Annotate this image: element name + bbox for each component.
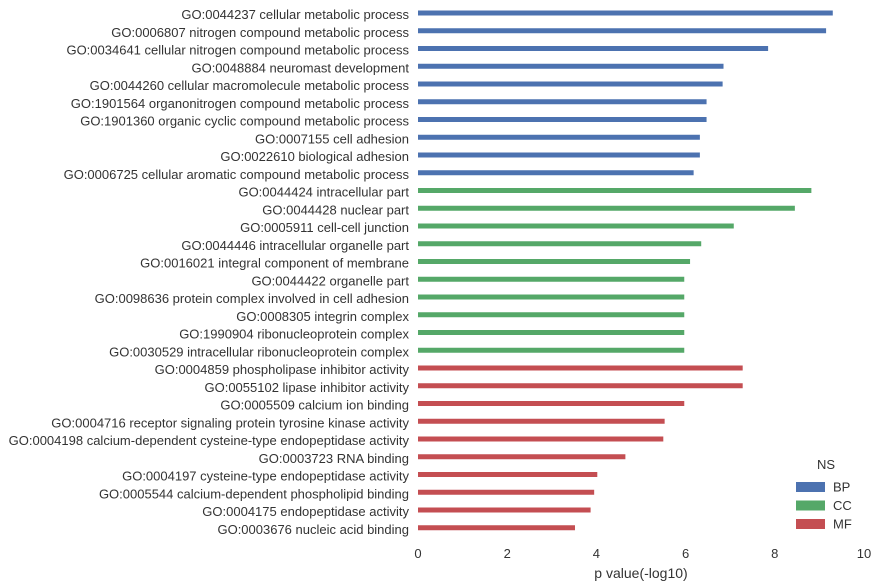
category-labels: GO:0044237 cellular metabolic process GO:…: [9, 7, 410, 537]
category-label: GO:0007155 cell adhesion: [255, 131, 409, 146]
bars: [418, 10, 833, 531]
category-label: GO:0008305 integrin complex: [236, 309, 409, 324]
bar-bp: [418, 28, 827, 34]
legend-swatch-mf: [796, 519, 825, 529]
category-label: GO:0005509 calcium ion binding: [220, 398, 409, 413]
bar-mf: [418, 507, 591, 513]
bar-mf: [418, 525, 575, 531]
category-label: GO:0006807 nitrogen compound metabolic p…: [111, 25, 409, 40]
category-label: GO:0044237 cellular metabolic process: [181, 7, 409, 22]
bar-mf: [418, 383, 743, 389]
x-tick-label: 10: [857, 546, 871, 561]
bar-bp: [418, 117, 707, 122]
bar-bp: [418, 170, 694, 176]
x-axis-label: p value(-log10): [594, 565, 687, 581]
category-label: GO:0044260 cellular macromolecule metabo…: [90, 78, 410, 93]
x-tick-label: 8: [771, 546, 778, 561]
x-tick-label: 4: [593, 546, 600, 561]
bar-cc: [418, 188, 812, 193]
x-tick-label: 0: [414, 546, 421, 561]
bar-mf: [418, 436, 664, 442]
bar-cc: [418, 294, 685, 300]
category-label: GO:1901564 organonitrogen compound metab…: [71, 96, 410, 111]
category-label: GO:0004716 receptor signaling protein ty…: [51, 415, 409, 430]
x-tick-label: 6: [682, 546, 689, 561]
x-tick-label: 2: [504, 546, 511, 561]
legend: NS BP CC MF: [796, 457, 852, 532]
category-label: GO:0030529 intracellular ribonucleoprote…: [109, 344, 409, 359]
category-label: GO:0016021 integral component of membran…: [140, 256, 409, 271]
category-label: GO:0044424 intracellular part: [238, 185, 409, 200]
legend-label-cc: CC: [833, 498, 852, 513]
legend-label-mf: MF: [833, 517, 852, 532]
category-label: GO:1990904 ribonucleoprotein complex: [179, 327, 409, 342]
bar-cc: [418, 276, 685, 282]
bar-bp: [418, 99, 707, 105]
bar-mf: [418, 489, 595, 495]
category-label: GO:0003723 RNA binding: [259, 451, 409, 466]
category-label: GO:0004859 phospholipase inhibitor activ…: [155, 362, 410, 377]
bar-mf: [418, 418, 665, 424]
bar-mf: [418, 401, 685, 406]
bar-mf: [418, 472, 598, 477]
bar-cc: [418, 312, 685, 318]
category-label: GO:1901360 organic cyclic compound metab…: [80, 114, 409, 129]
bar-bp: [418, 152, 700, 158]
category-label: GO:0044446 intracellular organelle part: [181, 238, 409, 253]
category-label: GO:0005911 cell-cell junction: [240, 220, 409, 235]
category-label: GO:0098636 protein complex involved in c…: [95, 291, 409, 306]
category-label: GO:0048884 neuromast development: [191, 60, 409, 75]
bar-mf: [418, 454, 626, 460]
category-label: GO:0022610 biological adhesion: [220, 149, 409, 164]
category-label: GO:0044428 nuclear part: [262, 202, 409, 217]
bar-cc: [418, 347, 685, 353]
category-label: GO:0004198 calcium-dependent cysteine-ty…: [9, 433, 410, 448]
legend-swatch-cc: [796, 500, 825, 511]
category-label: GO:0004175 endopeptidase activity: [202, 504, 409, 519]
legend-label-bp: BP: [833, 480, 850, 495]
bar-cc: [418, 330, 685, 335]
category-label: GO:0055102 lipase inhibitor activity: [204, 380, 409, 395]
bar-bp: [418, 63, 724, 69]
category-label: GO:0034641 cellular nitrogen compound me…: [66, 43, 409, 58]
legend-swatch-bp: [796, 482, 825, 492]
category-label: GO:0004197 cysteine-type endopeptidase a…: [122, 469, 409, 484]
bar-mf: [418, 365, 743, 371]
legend-title: NS: [817, 457, 835, 472]
bar-bp: [418, 81, 723, 87]
category-label: GO:0003676 nucleic acid binding: [217, 522, 409, 537]
category-label: GO:0006725 cellular aromatic compound me…: [64, 167, 410, 182]
bar-bp: [418, 46, 769, 51]
bar-cc: [418, 259, 691, 264]
bar-cc: [418, 205, 795, 211]
bar-bp: [418, 10, 833, 16]
category-label: GO:0005544 calcium-dependent phospholipi…: [99, 486, 409, 501]
bar-cc: [418, 241, 702, 247]
x-axis: 0 2 4 6 8 10: [414, 546, 871, 561]
bar-cc: [418, 223, 734, 229]
category-label: GO:0044422 organelle part: [251, 273, 409, 288]
bar-bp: [418, 134, 700, 140]
